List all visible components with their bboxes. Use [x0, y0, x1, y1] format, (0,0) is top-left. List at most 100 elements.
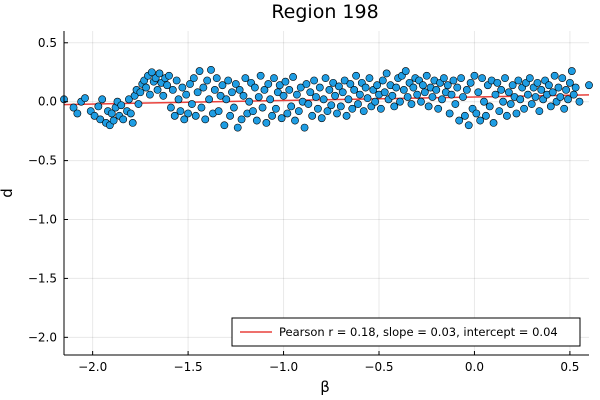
data-point: [344, 95, 353, 104]
data-point: [440, 74, 448, 83]
data-point: [453, 83, 462, 92]
data-point: [352, 71, 360, 80]
data-point: [371, 97, 380, 106]
data-point: [533, 78, 542, 87]
data-point: [491, 90, 500, 99]
data-point: [331, 91, 339, 100]
data-point: [392, 83, 401, 92]
data-point: [558, 74, 567, 83]
data-point: [235, 86, 244, 94]
data-point: [191, 111, 200, 120]
data-point: [176, 107, 185, 116]
data-point: [294, 107, 303, 116]
data-point: [520, 104, 528, 113]
data-point: [434, 104, 443, 113]
data-point: [417, 97, 425, 106]
data-point: [245, 97, 254, 106]
chart-title: Region 198: [271, 1, 378, 23]
data-point: [281, 77, 290, 86]
data-point: [388, 91, 397, 100]
data-point: [445, 109, 454, 118]
data-point: [109, 116, 118, 125]
data-point: [239, 91, 248, 100]
data-point: [485, 102, 494, 111]
data-point: [94, 102, 103, 111]
data-point: [241, 74, 250, 83]
data-point: [493, 78, 502, 87]
data-point: [268, 111, 276, 120]
data-point: [464, 121, 473, 130]
data-point: [319, 95, 328, 104]
data-point: [377, 104, 385, 113]
data-point: [327, 101, 336, 110]
data-point: [205, 95, 213, 104]
data-point: [457, 74, 465, 83]
data-point: [566, 78, 574, 87]
data-point: [420, 88, 429, 97]
data-point: [212, 74, 221, 83]
data-point: [81, 94, 89, 103]
data-point: [216, 91, 225, 100]
data-point: [98, 95, 107, 104]
data-point: [146, 90, 154, 99]
data-point: [315, 83, 324, 92]
data-point: [199, 83, 208, 92]
legend: Pearson r = 0.18, slope = 0.03, intercep…: [231, 317, 581, 347]
data-point: [220, 121, 229, 130]
data-point: [466, 78, 475, 87]
data-point: [289, 73, 297, 81]
data-point: [508, 81, 517, 90]
data-point: [142, 83, 150, 92]
data-point: [380, 88, 389, 97]
data-point: [168, 86, 177, 94]
data-point: [472, 109, 481, 118]
data-point: [514, 76, 523, 85]
data-point: [346, 80, 355, 88]
data-point: [424, 102, 433, 111]
data-point: [96, 115, 105, 124]
data-point: [197, 103, 206, 112]
y-tick-label: 0.0: [38, 95, 57, 109]
data-point: [564, 95, 572, 104]
data-point: [447, 90, 456, 99]
data-point: [571, 83, 580, 92]
data-point: [548, 88, 557, 97]
data-point: [184, 109, 192, 118]
data-point: [512, 109, 521, 118]
data-point: [432, 86, 441, 94]
data-point: [480, 97, 488, 106]
data-point: [224, 76, 233, 85]
data-point: [562, 86, 570, 94]
data-point: [409, 83, 418, 92]
data-point: [233, 123, 242, 132]
data-point: [226, 111, 234, 120]
data-point: [291, 116, 299, 125]
data-point: [180, 115, 189, 124]
data-point: [178, 83, 187, 92]
data-point: [273, 88, 282, 97]
data-point: [186, 80, 194, 88]
data-point: [128, 118, 137, 127]
data-point: [222, 95, 231, 104]
data-point: [159, 91, 168, 100]
data-point: [125, 95, 133, 104]
data-point: [470, 71, 479, 80]
data-point: [172, 76, 181, 85]
data-point: [524, 90, 532, 99]
data-point: [361, 83, 370, 92]
data-point: [293, 90, 301, 99]
data-point: [325, 86, 334, 94]
data-point: [506, 100, 515, 108]
data-point: [461, 111, 469, 120]
legend-entry-fit: Pearson r = 0.18, slope = 0.03, intercep…: [279, 325, 558, 339]
data-point: [262, 118, 271, 127]
data-point: [354, 100, 362, 108]
data-point: [317, 114, 326, 123]
data-point: [403, 93, 412, 101]
data-point: [126, 109, 135, 118]
x-tick-label: 0.5: [560, 360, 579, 374]
data-point: [302, 80, 311, 88]
y-tick-label: −2.0: [28, 330, 57, 344]
data-point: [134, 100, 143, 108]
